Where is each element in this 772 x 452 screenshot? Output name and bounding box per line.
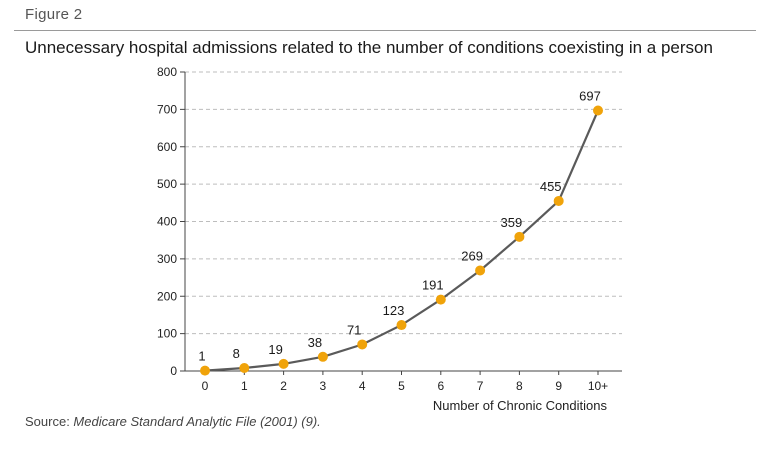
- data-label: 359: [501, 215, 523, 230]
- data-label: 269: [461, 248, 483, 263]
- x-tick-label: 4: [359, 379, 366, 393]
- x-tick-label: 3: [320, 379, 327, 393]
- y-tick-label: 200: [157, 289, 177, 303]
- x-axis-title: Number of Chronic Conditions: [433, 398, 608, 410]
- grid-lines: [185, 71, 622, 335]
- x-tick-label: 6: [437, 379, 444, 393]
- y-tick-label: 100: [157, 327, 177, 341]
- series-line-group: [204, 110, 600, 372]
- source-work: Medicare Standard Analytic File (2001) (…: [73, 414, 321, 429]
- data-point: [200, 365, 210, 376]
- chart-title: Unnecessary hospital admissions related …: [25, 38, 713, 57]
- data-label: 191: [422, 278, 444, 293]
- x-tick-label: 2: [280, 379, 287, 393]
- x-tick-label: 10+: [588, 379, 608, 393]
- data-point: [593, 105, 603, 116]
- figure-label: Figure 2: [25, 6, 83, 23]
- source-note: Source: Medicare Standard Analytic File …: [25, 414, 321, 429]
- data-label: 697: [579, 88, 601, 103]
- x-tick-label: 7: [477, 379, 484, 393]
- data-points: [200, 105, 603, 376]
- y-tick-label: 800: [157, 65, 177, 79]
- x-tick-label: 5: [398, 379, 405, 393]
- y-tick-label: 500: [157, 177, 177, 191]
- series-line: [204, 110, 600, 372]
- data-label: 38: [308, 335, 322, 350]
- y-tick-label: 700: [157, 102, 177, 116]
- y-tick-labels: 0 100 200 300 400 500 600 700 800: [157, 65, 177, 378]
- data-label: 8: [233, 346, 240, 361]
- data-point: [475, 265, 486, 276]
- data-labels: 1 8 19 38 71 123 191 269 359 455 697: [198, 88, 600, 363]
- data-label: 1: [198, 349, 205, 364]
- x-tick-label: 9: [555, 379, 562, 393]
- data-point: [553, 195, 564, 206]
- data-label: 455: [540, 179, 562, 194]
- source-prefix: Source:: [25, 414, 74, 429]
- data-point: [278, 358, 289, 369]
- y-tick-label: 600: [157, 140, 177, 154]
- data-point: [357, 339, 368, 350]
- data-label: 71: [347, 322, 361, 337]
- data-point: [514, 231, 525, 242]
- y-tick-label: 300: [157, 252, 177, 266]
- data-point: [317, 351, 328, 362]
- x-tick-label: 1: [241, 379, 248, 393]
- x-tick-label: 8: [516, 379, 523, 393]
- x-tick-label: 0: [202, 379, 209, 393]
- y-tick-label: 400: [157, 215, 177, 229]
- data-point: [396, 320, 407, 331]
- x-tick-labels: 0 1 2 3 4 5 6 7 8 9 10+: [202, 379, 609, 393]
- data-point: [435, 294, 446, 305]
- y-tick-label: 0: [170, 364, 177, 378]
- top-divider: [14, 30, 756, 31]
- data-label: 19: [268, 342, 282, 357]
- data-point: [239, 363, 250, 374]
- data-label: 123: [383, 303, 405, 318]
